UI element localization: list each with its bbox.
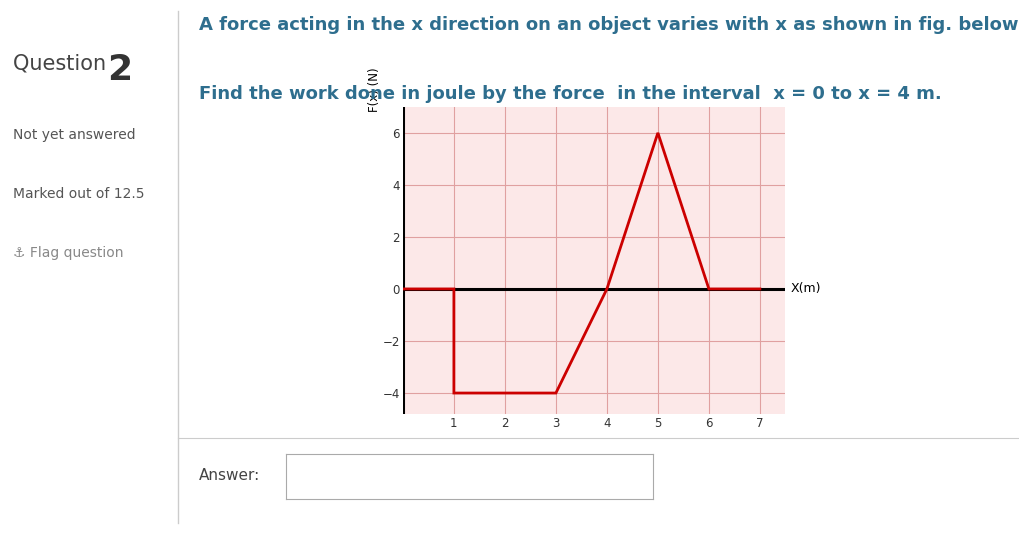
- Text: ⚓ Flag question: ⚓ Flag question: [13, 246, 123, 260]
- Text: Question: Question: [13, 53, 113, 73]
- Text: Marked out of 12.5: Marked out of 12.5: [13, 187, 145, 201]
- Text: F(x) (N): F(x) (N): [368, 67, 381, 112]
- Text: 2: 2: [107, 53, 132, 88]
- Text: Find the work done in joule by the force  in the interval  x = 0 to x = 4 m.: Find the work done in joule by the force…: [199, 85, 941, 104]
- Text: Not yet answered: Not yet answered: [13, 128, 136, 142]
- Text: Answer:: Answer:: [199, 468, 260, 483]
- Text: A force acting in the x direction on an object varies with x as shown in fig. be: A force acting in the x direction on an …: [199, 16, 1019, 34]
- Text: X(m): X(m): [790, 282, 820, 295]
